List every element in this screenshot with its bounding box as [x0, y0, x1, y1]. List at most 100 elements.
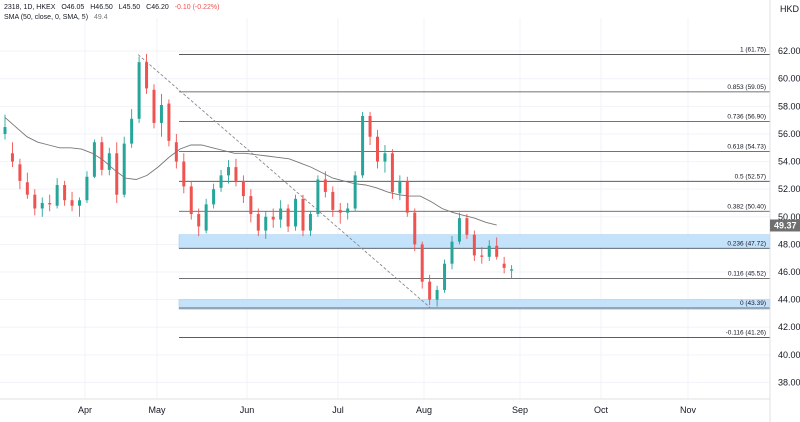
fib-label: 0.116 (45.52): [728, 271, 766, 278]
candle-body: [25, 182, 29, 195]
candle-body: [361, 116, 365, 176]
x-tick-label: Apr: [78, 405, 92, 415]
candle-body: [495, 245, 499, 257]
fib-label: 0.853 (59.05): [727, 84, 766, 91]
candle-body: [85, 176, 89, 201]
x-axis: Apr May Jun Jul Aug Sep Oct Nov: [78, 405, 697, 415]
candle-body: [159, 104, 163, 123]
y-tick-label: 40.00: [778, 350, 800, 360]
candle-body: [115, 153, 119, 195]
high-value: H46.50: [90, 4, 113, 11]
candle-body: [480, 255, 484, 257]
candle-body: [286, 208, 290, 227]
candle-body: [308, 214, 312, 231]
candles: [3, 53, 514, 307]
candle-body: [376, 136, 379, 162]
candle-body: [10, 153, 14, 162]
sma-value: 49.4: [93, 14, 108, 21]
candle-body: [338, 209, 342, 213]
symbol-label: 2318, 1D, HKEX: [4, 4, 56, 11]
fib-label: 0.236 (47.72): [727, 240, 766, 247]
grid: [0, 18, 770, 399]
low-value: L45.50: [118, 4, 141, 11]
candle-body: [323, 179, 327, 192]
candle-body: [301, 198, 305, 231]
x-tick-label: Jun: [240, 405, 255, 415]
candle-body: [227, 167, 230, 176]
chart-legend: 2318, 1D, HKEX O46.05 H46.50 L45.50 C46.…: [4, 3, 223, 23]
candle-body: [256, 214, 260, 231]
change-value: -0.10 (-0.22%): [174, 4, 220, 11]
candle-body: [316, 179, 320, 215]
candle-body: [249, 196, 253, 215]
candle-body: [457, 218, 461, 242]
candle-body: [189, 186, 193, 215]
sma-legend-row: SMA (50, close, 0, SMA, 5) 49.4: [4, 13, 223, 23]
candle-body: [502, 263, 506, 268]
currency-label: HKD: [780, 4, 800, 14]
y-tick-label: 62.00: [778, 46, 800, 56]
candle-body: [383, 153, 387, 162]
fib-label: 1 (61.75): [740, 47, 766, 54]
candle-body: [398, 180, 402, 194]
candle-body: [368, 116, 372, 137]
y-tick-label: 38.00: [778, 377, 800, 387]
x-tick-label: Sep: [512, 405, 528, 415]
sma-line: [4, 117, 497, 226]
candle-body: [78, 200, 81, 206]
candle-body: [204, 204, 208, 231]
sma-label: SMA (50, close, 0, SMA, 5): [4, 14, 89, 21]
candle-body: [145, 62, 149, 89]
candle-body: [294, 198, 298, 227]
y-tick-label: 60.00: [778, 74, 800, 84]
candle-body: [130, 118, 134, 144]
candle-body: [3, 127, 7, 134]
candle-body: [48, 202, 52, 205]
candle-body: [40, 202, 44, 209]
y-tick-label: 48.00: [778, 239, 800, 249]
candle-body: [63, 185, 67, 201]
candle-body: [92, 142, 96, 177]
y-tick-label: 58.00: [778, 101, 800, 111]
candle-body: [167, 103, 171, 141]
y-tick-label: 50.00: [778, 212, 800, 222]
sma-group: [4, 117, 497, 226]
candle-body: [405, 180, 409, 213]
candle-body: [472, 234, 476, 256]
candle-body: [279, 208, 283, 220]
candle-body: [212, 189, 216, 205]
trendline: [137, 54, 431, 309]
candle-body: [465, 218, 469, 235]
candle-body: [107, 153, 111, 170]
close-value: C46.20: [146, 4, 169, 11]
candle-body: [197, 214, 201, 227]
fib-label: -0.116 (41.26): [726, 329, 766, 336]
y-tick-label: 46.00: [778, 267, 800, 277]
fib-label: 0.736 (56.90): [727, 114, 766, 121]
fib-label: 0.5 (52.57): [735, 173, 766, 180]
trendline-group: [137, 54, 431, 309]
y-tick-label: 56.00: [778, 129, 800, 139]
candle-body: [55, 185, 59, 206]
candle-body: [182, 161, 186, 187]
candle-body: [413, 212, 417, 245]
candle-body: [353, 175, 357, 209]
candle-body: [487, 245, 491, 257]
candle-body: [420, 244, 424, 282]
candle-body: [33, 194, 37, 209]
x-tick-label: Jul: [332, 405, 344, 415]
candle-body: [152, 89, 156, 123]
ohlc-legend-row: 2318, 1D, HKEX O46.05 H46.50 L45.50 C46.…: [4, 3, 223, 13]
candle-body: [271, 216, 275, 220]
y-tick-label: 44.00: [778, 295, 800, 305]
candle-body: [428, 281, 432, 300]
candle-body: [450, 241, 454, 264]
open-value: O46.05: [61, 4, 85, 11]
candle-body: [70, 200, 74, 206]
x-tick-label: May: [148, 405, 166, 415]
sma-value-badge-label: 49.37: [774, 220, 797, 230]
x-tick-label: Oct: [594, 405, 609, 415]
y-tick-label: 54.00: [778, 157, 800, 167]
candle-body: [390, 153, 394, 192]
